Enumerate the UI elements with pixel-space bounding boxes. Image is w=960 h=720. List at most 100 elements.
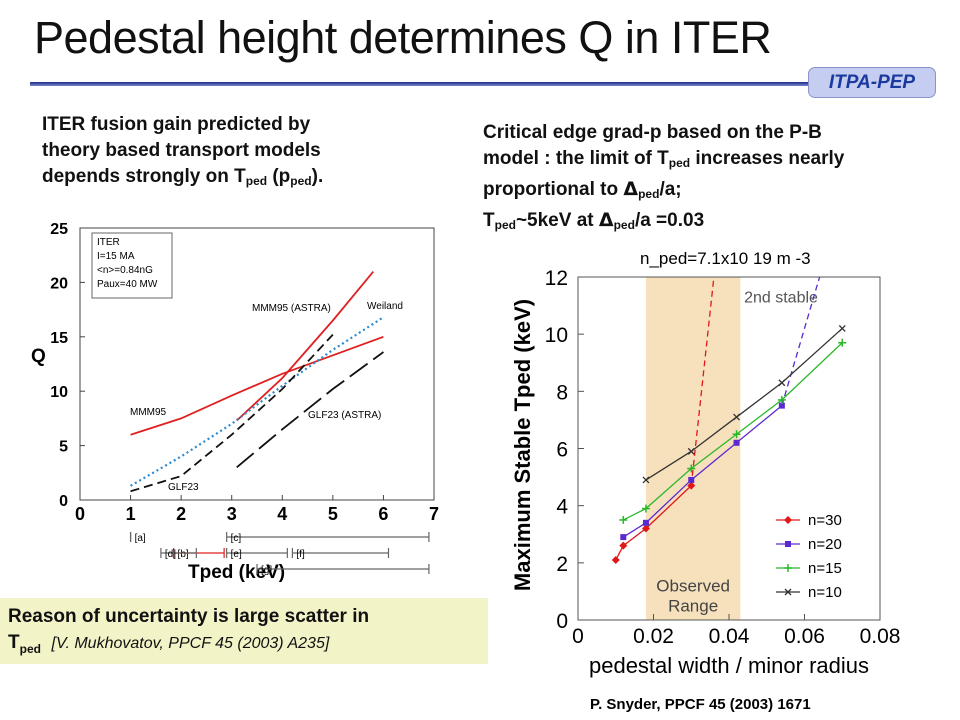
itpa-badge: ITPA-PEP — [808, 67, 936, 98]
legend-label: n=30 — [808, 512, 842, 529]
data-point-cross — [838, 324, 846, 332]
left-series-annotation: MMM95 — [130, 407, 167, 418]
left-x-tick-label: 2 — [176, 504, 186, 524]
right-x-tick-label: 0.06 — [784, 625, 825, 648]
legend-label: n=10 — [808, 584, 842, 601]
left-y-tick-label: 25 — [50, 221, 68, 238]
left-note-line3: depends strongly on Tped (pped). — [42, 166, 324, 188]
left-series-line — [236, 351, 384, 469]
stability-boundary-line — [781, 276, 821, 406]
right-series-line — [615, 485, 692, 561]
left-series-line — [130, 316, 385, 487]
data-point-diamond — [687, 481, 696, 490]
left-series-annotation: MMM95 (ASTRA) — [252, 303, 331, 314]
right-note: Critical edge grad-p based on the P-B mo… — [483, 120, 844, 238]
data-point-square — [620, 534, 627, 541]
left-range-label: [b] — [178, 549, 189, 560]
right-x-tick-label: 0.04 — [709, 625, 750, 648]
left-series-annotation: GLF23 — [168, 482, 199, 493]
right-y-tick-label: 2 — [556, 553, 568, 576]
right-series-line — [623, 342, 843, 521]
left-range-label: [g] — [261, 565, 272, 576]
left-y-tick-label: 0 — [59, 493, 68, 510]
footer-line1: Reason of uncertainty is large scatter i… — [8, 606, 370, 627]
data-point-diamond — [641, 524, 650, 533]
data-point-cross — [642, 476, 650, 484]
left-info-box — [91, 232, 173, 299]
data-point-diamond — [619, 541, 628, 550]
data-point-cross — [687, 447, 695, 455]
left-x-tick-label: 3 — [227, 504, 237, 524]
left-x-tick-label: 7 — [429, 504, 439, 524]
page-title: Pedestal height determines Q in ITER — [34, 12, 772, 63]
right-y-tick-label: 8 — [556, 381, 568, 404]
data-point-diamond — [611, 555, 620, 564]
stability-boundary-line — [690, 276, 715, 486]
right-y-tick-label: 12 — [545, 267, 568, 290]
right-y-tick-label: 10 — [545, 324, 568, 347]
left-range-label: [c] — [231, 533, 242, 544]
data-point-square — [778, 402, 785, 409]
left-series-annotation: Weiland — [367, 301, 403, 312]
data-point-cross — [733, 413, 741, 421]
left-note-line1: ITER fusion gain predicted by — [42, 114, 311, 135]
right-x-tick-label: 0.02 — [633, 625, 674, 648]
right-y-tick-label: 4 — [556, 496, 568, 519]
right-note-line1: Critical edge grad-p based on the P-B — [483, 122, 822, 143]
left-y-tick-label: 20 — [50, 275, 68, 292]
left-info-line: <n>=0.84nG — [97, 265, 153, 276]
left-range-label: [f] — [296, 549, 305, 560]
left-y-tick-label: 10 — [50, 384, 68, 401]
left-x-tick-label: 0 — [75, 504, 85, 524]
observed-label: Observed — [656, 576, 730, 595]
left-x-axis-label: Tped (keV) — [188, 562, 285, 583]
title-underline — [30, 82, 928, 86]
legend-label: n=20 — [808, 536, 842, 553]
right-note-line4: Tped~5keV at Δped/a =0.03 — [483, 209, 705, 232]
second-stable-label: 2nd stable — [744, 290, 818, 307]
data-point-cross — [778, 379, 786, 387]
left-range-label: [e] — [231, 549, 242, 560]
left-note: ITER fusion gain predicted by theory bas… — [42, 112, 323, 194]
left-y-tick-label: 15 — [50, 330, 68, 347]
right-x-tick-label: 0 — [572, 625, 584, 648]
footer-box — [0, 598, 488, 664]
left-series-line — [130, 334, 334, 493]
left-note-line2: theory based transport models — [42, 140, 321, 161]
data-point-square — [785, 541, 791, 547]
footer-line2: Tped [V. Mukhovatov, PPCF 45 (2003) A235… — [8, 632, 330, 656]
left-info-line: I=15 MA — [97, 251, 135, 262]
left-x-tick-label: 6 — [378, 504, 388, 524]
right-note-line3: proportional to Δped/a; — [483, 178, 682, 201]
right-y-tick-label: 0 — [556, 610, 568, 633]
left-x-tick-label: 4 — [277, 504, 287, 524]
credit-text: P. Snyder, PPCF 45 (2003) 1671 — [590, 696, 811, 713]
left-info-line: ITER — [97, 237, 120, 248]
left-series-line — [130, 335, 384, 436]
left-info-line: Paux=40 MW — [97, 279, 158, 290]
data-point-diamond — [784, 516, 792, 524]
data-point-square — [688, 476, 695, 483]
right-x-axis-label: pedestal width / minor radius — [589, 653, 869, 678]
observed-label: Range — [668, 596, 718, 615]
footer-text: Reason of uncertainty is large scatter i… — [8, 604, 369, 662]
right-y-tick-label: 6 — [556, 439, 568, 462]
left-series-annotation: GLF23 (ASTRA) — [308, 410, 381, 421]
left-x-tick-label: 5 — [328, 504, 338, 524]
data-point-square — [642, 519, 649, 526]
left-x-tick-label: 1 — [126, 504, 136, 524]
left-range-label: [d] — [165, 549, 176, 560]
right-y-axis-label: Maximum Stable Tped (keV) — [510, 299, 535, 591]
left-series-line — [236, 270, 375, 422]
density-label: n_ped=7.1x10 19 m -3 — [640, 249, 811, 268]
right-x-tick-label: 0.08 — [860, 625, 901, 648]
left-y-tick-label: 5 — [59, 439, 68, 456]
data-point-square — [733, 439, 740, 446]
data-point-cross — [784, 588, 792, 596]
legend-label: n=15 — [808, 560, 842, 577]
right-note-line2: model : the limit of Tped increases near… — [483, 148, 845, 170]
observed-range-band — [645, 277, 741, 620]
left-y-axis-label: Q — [31, 346, 46, 367]
left-range-label: [a] — [135, 533, 146, 544]
